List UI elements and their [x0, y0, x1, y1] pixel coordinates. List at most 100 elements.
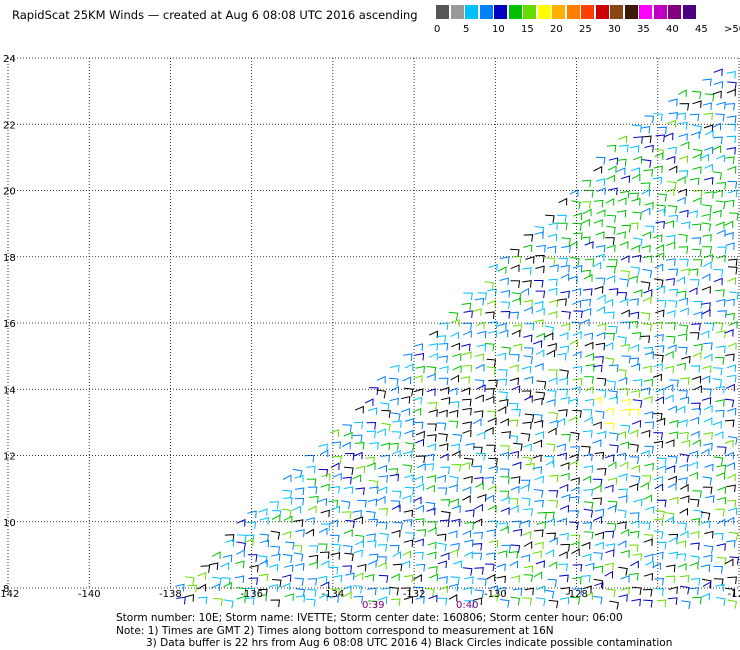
wind-barb — [703, 554, 713, 563]
wind-barb — [573, 310, 583, 319]
wind-barb — [584, 352, 595, 361]
wind-barb — [560, 543, 570, 552]
wind-barb — [644, 115, 655, 124]
wind-barb — [342, 424, 352, 433]
wind-barb — [534, 499, 544, 508]
wind-barb — [666, 235, 676, 243]
wind-barb — [692, 439, 701, 447]
wind-barb — [727, 81, 737, 90]
wind-barb — [701, 285, 711, 294]
wind-barb — [357, 563, 367, 572]
wind-barb — [381, 422, 391, 432]
wind-barb — [429, 573, 439, 582]
wind-barb — [369, 387, 379, 395]
wind-barb — [680, 439, 691, 448]
wind-barb — [559, 532, 569, 541]
wind-barb — [715, 113, 725, 122]
wind-barb — [427, 551, 437, 560]
wind-barb — [472, 552, 483, 561]
wind-barb — [438, 355, 448, 364]
wind-barb — [376, 375, 386, 384]
wind-barb — [342, 591, 352, 600]
wind-barb — [664, 350, 674, 359]
wind-barb — [715, 221, 725, 229]
wind-barb — [437, 597, 448, 606]
wind-barb — [511, 385, 521, 393]
wind-barb — [534, 362, 544, 371]
wind-barb — [462, 429, 472, 438]
wind-barb — [690, 131, 700, 140]
wind-barb — [727, 277, 737, 285]
wind-barb — [536, 585, 546, 593]
wind-barb — [595, 277, 606, 286]
wind-barb — [657, 457, 667, 466]
wind-barb — [501, 544, 511, 553]
wind-barb — [594, 356, 604, 364]
wind-barb — [343, 486, 354, 494]
colorbar-swatch — [639, 5, 652, 19]
wind-barb — [678, 324, 689, 333]
wind-barb — [667, 455, 678, 465]
wind-barb — [343, 431, 353, 440]
wind-barb — [569, 189, 579, 197]
colorbar-label: 35 — [637, 24, 650, 35]
wind-barb — [413, 343, 424, 351]
wind-barb — [692, 166, 702, 174]
wind-barb — [559, 369, 569, 379]
wind-barb — [619, 441, 630, 449]
wind-barb — [573, 212, 583, 221]
wind-barb — [343, 545, 353, 554]
wind-barb — [644, 411, 654, 419]
wind-barb — [236, 595, 246, 604]
wind-barb — [604, 422, 615, 431]
wind-barb — [522, 456, 533, 466]
wind-barb — [604, 530, 615, 539]
wind-barb — [212, 576, 222, 586]
wind-barb — [271, 514, 281, 523]
wind-barb — [512, 343, 523, 352]
wind-barb — [712, 209, 722, 218]
wind-barb — [620, 424, 631, 433]
wind-barb — [391, 412, 401, 422]
wind-barb — [355, 465, 366, 474]
wind-barb — [472, 308, 482, 316]
wind-barb — [558, 563, 568, 572]
wind-barb — [703, 342, 713, 350]
wind-barb — [608, 396, 619, 405]
wind-barb — [640, 482, 649, 490]
wind-barb — [688, 450, 699, 459]
wind-barb — [692, 596, 702, 605]
wind-barb — [329, 595, 339, 604]
wind-barb — [548, 369, 558, 378]
time-label: 0:40 — [456, 600, 479, 611]
wind-barb — [392, 420, 402, 428]
wind-barb — [657, 126, 667, 135]
wind-barb — [644, 201, 654, 210]
wind-barb — [644, 351, 655, 360]
wind-barb — [656, 204, 666, 214]
wind-barb — [617, 158, 627, 167]
wind-barb — [500, 496, 510, 505]
wind-barb — [582, 307, 592, 316]
wind-barb — [632, 553, 643, 561]
wind-barb — [520, 554, 531, 562]
wind-barb — [592, 396, 602, 405]
wind-barb — [523, 574, 534, 583]
wind-barb — [655, 285, 665, 294]
wind-barb — [664, 365, 675, 374]
wind-barb — [712, 378, 723, 387]
wind-barb — [606, 265, 616, 274]
wind-barb — [725, 353, 735, 362]
wind-barb — [621, 408, 631, 417]
wind-barb — [488, 321, 498, 329]
wind-barb — [572, 564, 583, 572]
wind-barb — [604, 562, 614, 571]
wind-barb — [306, 478, 317, 486]
wind-barb — [606, 174, 615, 183]
wind-barb — [716, 330, 726, 339]
wind-barb — [689, 113, 700, 122]
wind-barb — [653, 234, 663, 243]
wind-barb — [306, 598, 316, 607]
wind-barb — [448, 484, 458, 493]
colorbar-swatch — [682, 5, 696, 19]
